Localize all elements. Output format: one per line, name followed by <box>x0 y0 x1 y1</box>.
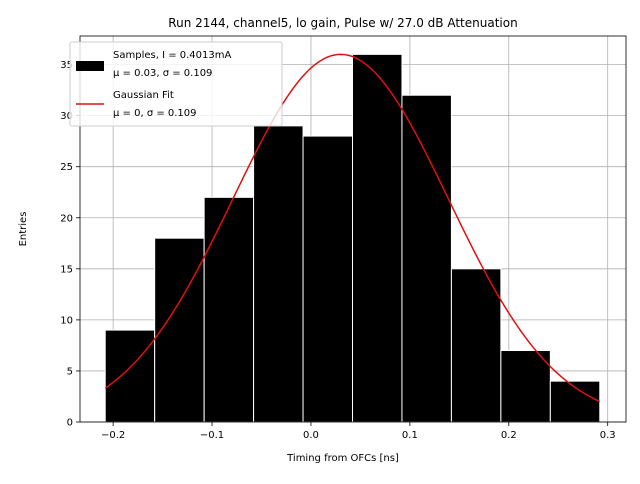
gaussian-fit-layer <box>104 53 601 403</box>
gaussian-fit-line <box>104 53 601 403</box>
y-tick-label: 5 <box>67 366 73 377</box>
y-tick-label: 0 <box>67 418 73 429</box>
y-tick-label: 10 <box>60 315 73 326</box>
histogram-bar-5 <box>302 135 354 423</box>
legend-frame <box>69 41 283 127</box>
y-axis-label: Entries <box>18 212 29 247</box>
axes-frame <box>79 35 627 423</box>
legend-histogram-label: Samples, I = 0.4013mA <box>113 50 231 61</box>
x-axis-label: Timing from OFCs [ns] <box>286 453 399 464</box>
x-tick-label: 0.3 <box>600 430 616 441</box>
x-tick-label: 0.2 <box>501 430 517 441</box>
legend: Samples, I = 0.4013mA μ = 0.03, σ = 0.10… <box>69 41 283 127</box>
histogram-bar-7 <box>401 94 452 423</box>
histogram-bar-4 <box>253 125 304 423</box>
y-tick-label: 20 <box>60 213 73 224</box>
legend-histogram-swatch <box>76 61 104 71</box>
histogram-bar-8 <box>450 268 502 423</box>
legend-fit-label: Gaussian Fit <box>113 90 174 101</box>
histogram-bar-6 <box>352 53 403 423</box>
y-tick-label: 25 <box>60 162 73 173</box>
y-tick-label: 30 <box>60 111 73 122</box>
histogram-bar-9 <box>500 350 551 423</box>
axes <box>79 35 627 423</box>
x-tick-label: 0.1 <box>402 430 418 441</box>
x-tick-label: −0.1 <box>200 430 224 441</box>
x-tick-label: −0.2 <box>101 430 125 441</box>
chart-title: Run 2144, channel5, lo gain, Pulse w/ 27… <box>168 16 517 30</box>
legend-histogram-stats: μ = 0.03, σ = 0.109 <box>113 68 212 79</box>
x-tick-label: 0.0 <box>303 430 319 441</box>
y-tick-label: 15 <box>60 264 73 275</box>
histogram-bar-3 <box>203 196 255 423</box>
tick-marks: −0.2 −0.1 0.0 0.1 0.2 0.3 0 5 10 15 20 25 30 35 <box>60 60 615 441</box>
histogram-bar-1 <box>104 329 156 423</box>
y-tick-label: 35 <box>60 60 73 71</box>
legend-fit-stats: μ = 0, σ = 0.109 <box>113 108 197 119</box>
histogram-bar-2 <box>154 237 205 423</box>
